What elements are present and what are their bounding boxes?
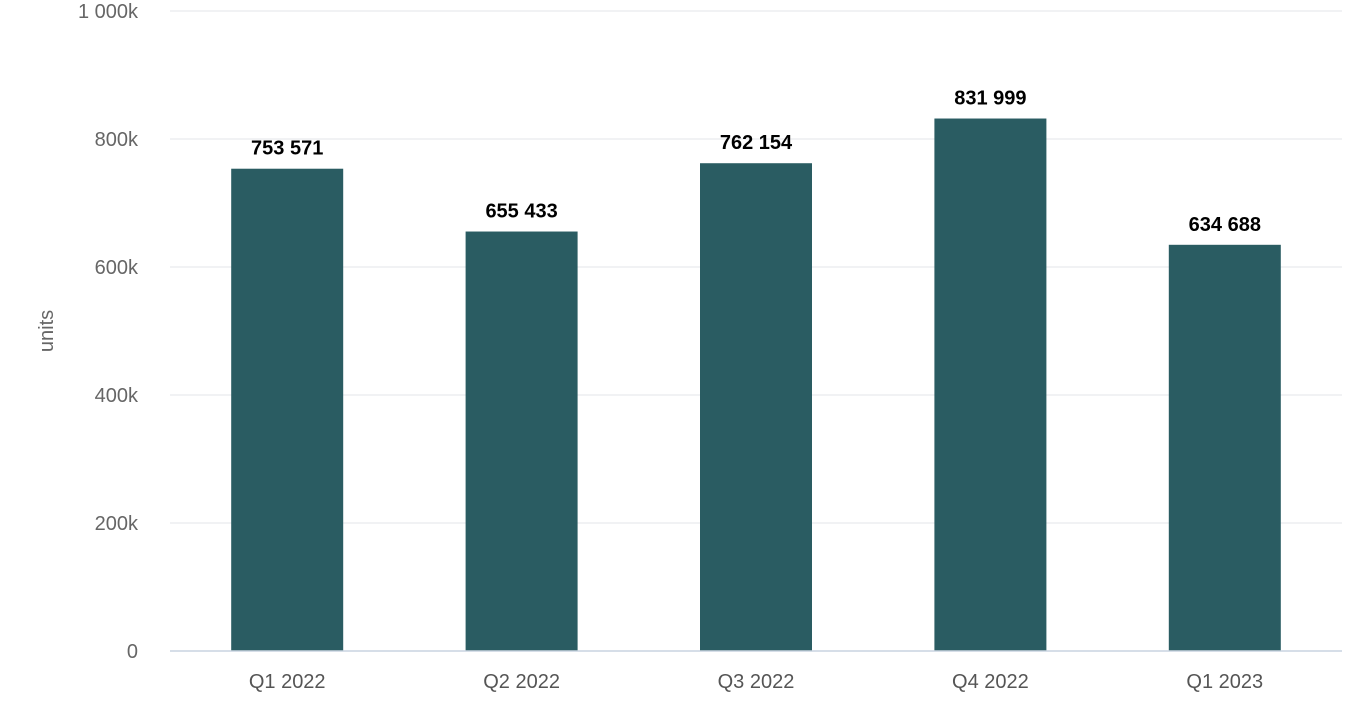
bar xyxy=(1168,244,1281,651)
data-label: 753 571 xyxy=(251,138,323,160)
bar xyxy=(231,168,344,652)
y-axis-ticks: 0 200k 400k 600k 800k 1 000k xyxy=(78,1,139,663)
y-tick-label: 200k xyxy=(95,513,139,535)
data-label: 634 688 xyxy=(1189,214,1261,236)
bars xyxy=(231,118,1281,652)
y-tick-label: 800k xyxy=(95,129,139,151)
x-tick-label: Q1 2023 xyxy=(1186,671,1263,693)
bar xyxy=(934,118,1047,652)
x-tick-label: Q4 2022 xyxy=(952,671,1029,693)
y-tick-label: 0 xyxy=(127,641,138,663)
y-tick-label: 400k xyxy=(95,385,139,407)
x-tick-label: Q1 2022 xyxy=(249,671,326,693)
data-label: 762 154 xyxy=(720,132,793,154)
data-label: 831 999 xyxy=(954,88,1026,110)
y-tick-label: 600k xyxy=(95,257,139,279)
y-axis-label: units xyxy=(36,310,58,352)
y-tick-label: 1 000k xyxy=(78,1,139,23)
x-tick-label: Q2 2022 xyxy=(483,671,560,693)
x-axis-ticks: Q1 2022 Q2 2022 Q3 2022 Q4 2022 Q1 2023 xyxy=(249,671,1263,693)
data-label: 655 433 xyxy=(485,201,557,223)
x-tick-label: Q3 2022 xyxy=(718,671,795,693)
bar xyxy=(700,163,812,651)
bar xyxy=(465,231,578,651)
data-labels: 753 571 655 433 762 154 831 999 634 688 xyxy=(251,88,1261,236)
